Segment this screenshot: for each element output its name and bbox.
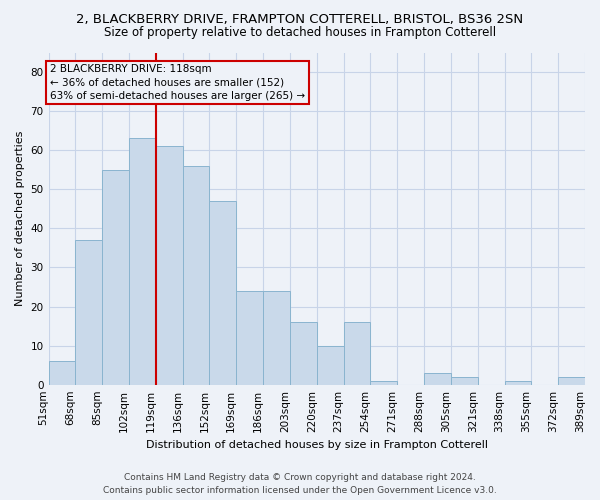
Bar	[558, 377, 585, 384]
Bar	[236, 291, 263, 384]
Bar	[49, 361, 76, 384]
Bar	[156, 146, 182, 384]
Bar	[505, 381, 532, 384]
Bar	[76, 240, 102, 384]
Bar	[263, 291, 290, 384]
Y-axis label: Number of detached properties: Number of detached properties	[15, 131, 25, 306]
Bar	[102, 170, 129, 384]
Bar	[129, 138, 156, 384]
Text: Contains HM Land Registry data © Crown copyright and database right 2024.
Contai: Contains HM Land Registry data © Crown c…	[103, 474, 497, 495]
Bar	[317, 346, 344, 385]
Text: 2, BLACKBERRY DRIVE, FRAMPTON COTTERELL, BRISTOL, BS36 2SN: 2, BLACKBERRY DRIVE, FRAMPTON COTTERELL,…	[76, 12, 524, 26]
Bar	[370, 381, 397, 384]
Bar	[424, 373, 451, 384]
X-axis label: Distribution of detached houses by size in Frampton Cotterell: Distribution of detached houses by size …	[146, 440, 488, 450]
Bar	[290, 322, 317, 384]
Text: Size of property relative to detached houses in Frampton Cotterell: Size of property relative to detached ho…	[104, 26, 496, 39]
Text: 2 BLACKBERRY DRIVE: 118sqm
← 36% of detached houses are smaller (152)
63% of sem: 2 BLACKBERRY DRIVE: 118sqm ← 36% of deta…	[50, 64, 305, 100]
Bar	[209, 201, 236, 384]
Bar	[344, 322, 370, 384]
Bar	[451, 377, 478, 384]
Bar	[182, 166, 209, 384]
